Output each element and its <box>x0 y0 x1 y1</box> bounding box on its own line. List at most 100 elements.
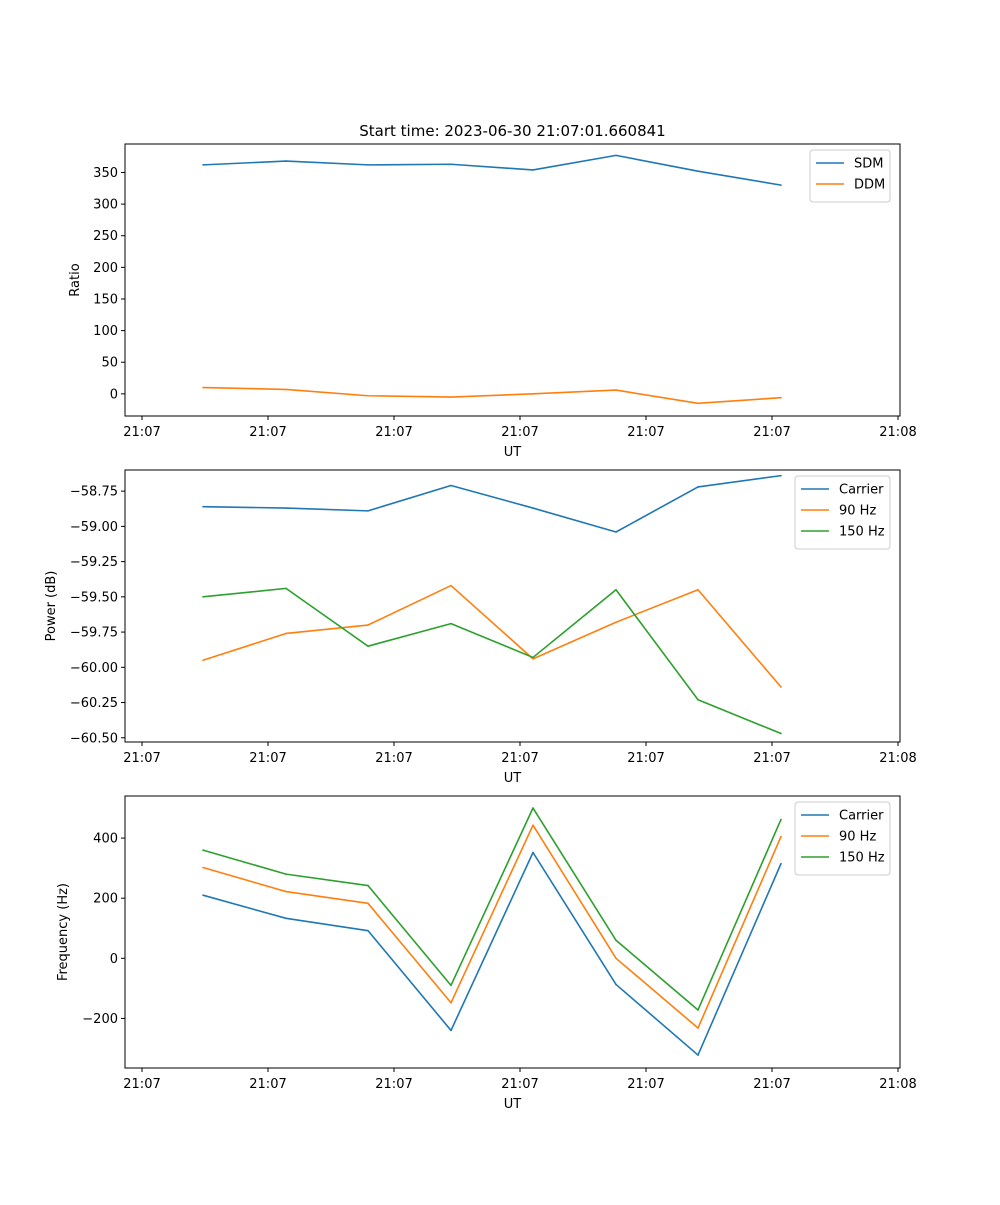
x-tick-label: 21:08 <box>879 751 916 766</box>
legend-label: 90 Hz <box>839 830 876 845</box>
series-line-150-hz <box>202 807 782 1011</box>
data-point <box>285 917 287 920</box>
legend-label: 150 Hz <box>839 851 885 866</box>
data-point <box>780 862 782 865</box>
series-line-carrier <box>202 474 782 533</box>
y-tick-label: 200 <box>93 261 118 276</box>
y-tick-label: 150 <box>93 292 118 307</box>
y-tick-label: 100 <box>93 324 118 339</box>
y-tick-label: −59.25 <box>70 555 118 570</box>
x-tick-label: 21:07 <box>123 425 160 440</box>
x-axis-label: UT <box>504 771 522 786</box>
data-point <box>450 163 452 166</box>
x-tick-label: 21:07 <box>501 425 538 440</box>
x-tick-label: 21:07 <box>627 751 664 766</box>
data-point <box>367 624 369 626</box>
x-tick-label: 21:07 <box>627 1077 664 1092</box>
x-axis-label: UT <box>504 1097 522 1112</box>
x-tick-label: 21:07 <box>249 425 286 440</box>
data-point <box>450 396 452 398</box>
data-point <box>697 588 699 591</box>
plot-area <box>124 469 901 743</box>
data-point <box>532 393 534 395</box>
data-point <box>285 632 287 635</box>
x-tick-label: 21:07 <box>501 1077 538 1092</box>
data-point <box>615 983 617 986</box>
data-point <box>780 732 782 735</box>
data-point <box>697 1027 699 1029</box>
y-tick-label: 400 <box>93 832 118 847</box>
data-point <box>202 505 204 508</box>
data-point <box>202 386 204 389</box>
data-point <box>202 894 204 896</box>
data-point <box>450 984 452 987</box>
y-tick-label: 0 <box>110 387 118 402</box>
data-point <box>615 389 617 391</box>
data-point <box>202 596 204 598</box>
x-tick-label: 21:07 <box>753 425 790 440</box>
data-point <box>285 873 287 875</box>
x-tick-label: 21:07 <box>627 425 664 440</box>
data-point <box>367 645 369 647</box>
y-tick-label: −60.00 <box>70 661 118 676</box>
y-axis-label: Frequency (Hz) <box>56 883 71 981</box>
y-tick-label: 300 <box>93 198 118 213</box>
x-tick-label: 21:07 <box>375 751 412 766</box>
data-point <box>367 929 369 932</box>
data-point <box>532 851 534 854</box>
data-point <box>532 807 534 809</box>
x-tick-label: 21:07 <box>123 751 160 766</box>
series-line-ddm <box>202 386 782 405</box>
data-point <box>450 1029 452 1032</box>
y-tick-label: 200 <box>93 892 118 907</box>
data-point <box>532 507 534 509</box>
plot-area <box>124 795 901 1069</box>
legend-label: Carrier <box>839 483 884 498</box>
data-point <box>285 587 287 590</box>
data-point <box>367 902 369 905</box>
y-tick-label: −60.50 <box>70 731 118 746</box>
data-point <box>532 169 534 171</box>
x-tick-label: 21:07 <box>753 751 790 766</box>
x-tick-label: 21:07 <box>249 1077 286 1092</box>
data-point <box>202 849 204 851</box>
y-tick-label: −59.50 <box>70 590 118 605</box>
data-point <box>285 890 287 893</box>
x-axis-label: UT <box>504 445 522 460</box>
data-point <box>285 160 287 162</box>
legend-label: DDM <box>854 178 885 193</box>
y-axis-label: Ratio <box>68 263 83 296</box>
data-point <box>450 1001 452 1004</box>
data-point <box>780 396 782 399</box>
y-tick-label: −60.25 <box>70 696 118 711</box>
data-point <box>615 588 617 591</box>
data-point <box>202 866 204 869</box>
y-tick-label: −58.75 <box>70 485 118 500</box>
plot-area <box>124 143 901 417</box>
x-tick-label: 21:08 <box>879 1077 916 1092</box>
y-tick-label: −59.75 <box>70 626 118 641</box>
y-tick-label: −200 <box>82 1012 118 1027</box>
data-point <box>697 1009 699 1011</box>
y-axis-label: Power (dB) <box>44 571 59 642</box>
data-point <box>532 824 534 826</box>
data-point <box>615 957 617 960</box>
x-tick-label: 21:07 <box>123 1077 160 1092</box>
series-line-90-hz <box>202 824 782 1029</box>
y-tick-label: 250 <box>93 229 118 244</box>
data-point <box>615 621 617 624</box>
data-point <box>780 474 782 477</box>
legend-label: 150 Hz <box>839 525 885 540</box>
data-point <box>285 388 287 391</box>
x-tick-label: 21:08 <box>879 425 916 440</box>
data-point <box>202 164 204 166</box>
legend-label: 90 Hz <box>839 504 876 519</box>
data-point <box>202 659 204 662</box>
data-point <box>780 835 782 838</box>
data-point <box>367 164 369 166</box>
data-point <box>367 884 369 887</box>
data-point <box>532 658 534 660</box>
data-point <box>697 1054 699 1056</box>
